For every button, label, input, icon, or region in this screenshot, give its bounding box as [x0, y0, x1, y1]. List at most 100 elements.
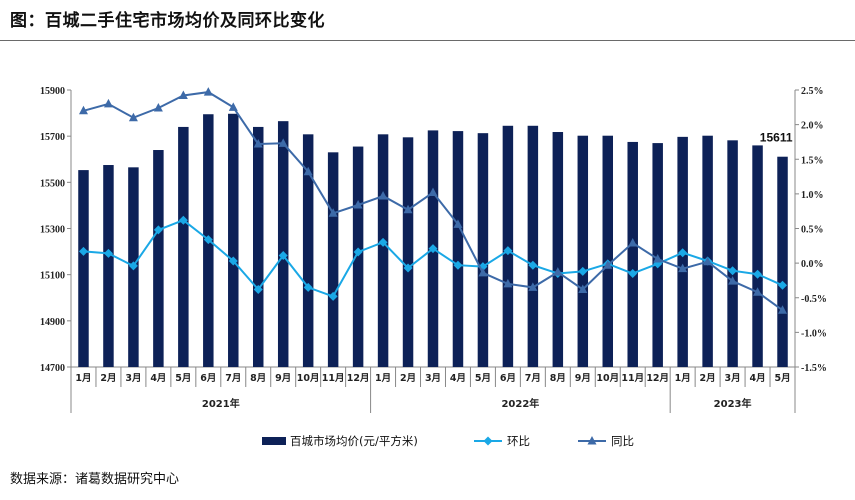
- yoy-point: [128, 112, 138, 122]
- bar: [402, 137, 414, 367]
- x-axis-month-label: 6月: [200, 373, 216, 384]
- yoy-point: [603, 260, 613, 269]
- legend-bar-swatch: [262, 437, 286, 445]
- x-axis-month-label: 1月: [675, 373, 691, 384]
- yoy-point: [553, 267, 563, 276]
- mom-point: [628, 269, 638, 279]
- mom-point: [103, 248, 113, 258]
- legend-bar-label: 百城市场均价(元/平方米): [290, 434, 418, 448]
- x-axis-year-label: 2023年: [714, 397, 752, 410]
- mom-point: [428, 244, 438, 254]
- bar: [327, 152, 339, 367]
- mom-point: [253, 284, 263, 294]
- bar: [602, 135, 614, 367]
- x-axis-month-label: 3月: [725, 373, 741, 384]
- left-axis-tick-label: 14900: [40, 317, 65, 328]
- mom-point: [753, 269, 763, 279]
- bar: [153, 150, 164, 367]
- yoy-point: [328, 208, 338, 217]
- legend-mom-marker: [483, 436, 493, 446]
- right-axis-tick-label: -1.5%: [801, 363, 827, 374]
- mom-point: [128, 261, 138, 271]
- yoy-point: [178, 90, 188, 100]
- bar: [103, 165, 114, 367]
- yoy-point: [728, 276, 738, 285]
- legend-yoy-label: 同比: [611, 434, 634, 448]
- bar: [452, 131, 464, 367]
- yoy-point: [78, 105, 88, 115]
- yoy-point: [653, 253, 663, 263]
- mom-point: [78, 246, 88, 256]
- yoy-point: [228, 102, 238, 111]
- x-axis-month-label: 3月: [125, 373, 141, 384]
- yoy-point: [303, 166, 313, 176]
- x-axis-month-label: 1月: [75, 373, 91, 384]
- page-title: 图：百城二手住宅市场均价及同环比变化: [10, 11, 325, 31]
- mom-point: [453, 260, 463, 270]
- right-axis-tick-label: 2.5%: [801, 86, 824, 97]
- x-axis-month-label: 1月: [375, 373, 391, 384]
- left-axis-tick-label: 15300: [40, 225, 65, 236]
- mom-point: [178, 215, 188, 225]
- right-axis-tick-label: 0.5%: [801, 225, 824, 236]
- x-axis-month-label: 11月: [621, 373, 644, 384]
- legend-mom-label: 环比: [507, 434, 530, 448]
- mom-point: [228, 256, 238, 266]
- bar: [377, 134, 389, 367]
- bar: [777, 156, 788, 367]
- bar: [627, 141, 638, 367]
- yoy-point: [403, 204, 413, 214]
- x-axis-year-label: 2022年: [501, 397, 539, 410]
- x-axis-month-label: 2月: [400, 373, 416, 384]
- x-axis-month-label: 8月: [550, 373, 566, 384]
- yoy-point: [578, 284, 588, 293]
- x-axis-month-label: 5月: [175, 373, 191, 384]
- x-axis-month-label: 12月: [347, 373, 370, 384]
- x-axis-month-label: 2月: [700, 373, 716, 384]
- left-axis-tick-label: 15500: [40, 178, 65, 189]
- bar: [78, 170, 89, 367]
- yoy-point: [378, 190, 388, 200]
- x-axis-month-label: 10月: [596, 373, 619, 384]
- yoy-point: [203, 87, 213, 96]
- bar: [702, 135, 713, 367]
- bar-data-label: 15611: [760, 131, 793, 145]
- mom-point: [678, 248, 688, 258]
- bar: [302, 134, 314, 367]
- mom-point: [403, 263, 413, 273]
- yoy-point: [778, 305, 788, 314]
- bar: [727, 140, 738, 367]
- mom-point: [578, 266, 588, 276]
- bar: [527, 125, 539, 367]
- yoy-point: [253, 139, 263, 148]
- x-axis-month-label: 4月: [450, 373, 466, 384]
- right-axis-tick-label: -1.0%: [801, 328, 827, 339]
- mom-point: [503, 246, 513, 256]
- x-axis-month-label: 2月: [100, 373, 116, 384]
- yoy-point: [103, 98, 113, 108]
- yoy-point: [753, 287, 763, 296]
- x-axis-month-label: 11月: [322, 373, 345, 384]
- yoy-point: [353, 199, 363, 209]
- bar: [552, 132, 564, 367]
- bar: [178, 126, 189, 367]
- x-axis-month-label: 9月: [275, 373, 291, 384]
- yoy-point: [503, 278, 513, 288]
- mom-point: [528, 260, 538, 270]
- right-axis-tick-label: 1.5%: [801, 155, 824, 166]
- data-source: 数据来源：诸葛数据研究中心: [10, 472, 180, 487]
- x-axis-month-label: 6月: [500, 373, 516, 384]
- mom-point: [278, 251, 288, 261]
- x-axis-year-label: 2021年: [202, 397, 240, 410]
- x-axis-month-label: 10月: [297, 373, 320, 384]
- yoy-point: [703, 256, 713, 266]
- right-axis-tick-label: 0.0%: [801, 259, 824, 270]
- left-axis-tick-label: 15900: [40, 86, 65, 97]
- yoy-point: [453, 219, 463, 228]
- left-axis-tick-label: 15100: [40, 271, 65, 282]
- mom-point: [203, 235, 213, 245]
- mom-point: [353, 247, 363, 257]
- x-axis-month-label: 5月: [475, 373, 491, 384]
- yoy-point: [528, 282, 538, 291]
- yoy-point: [278, 138, 288, 147]
